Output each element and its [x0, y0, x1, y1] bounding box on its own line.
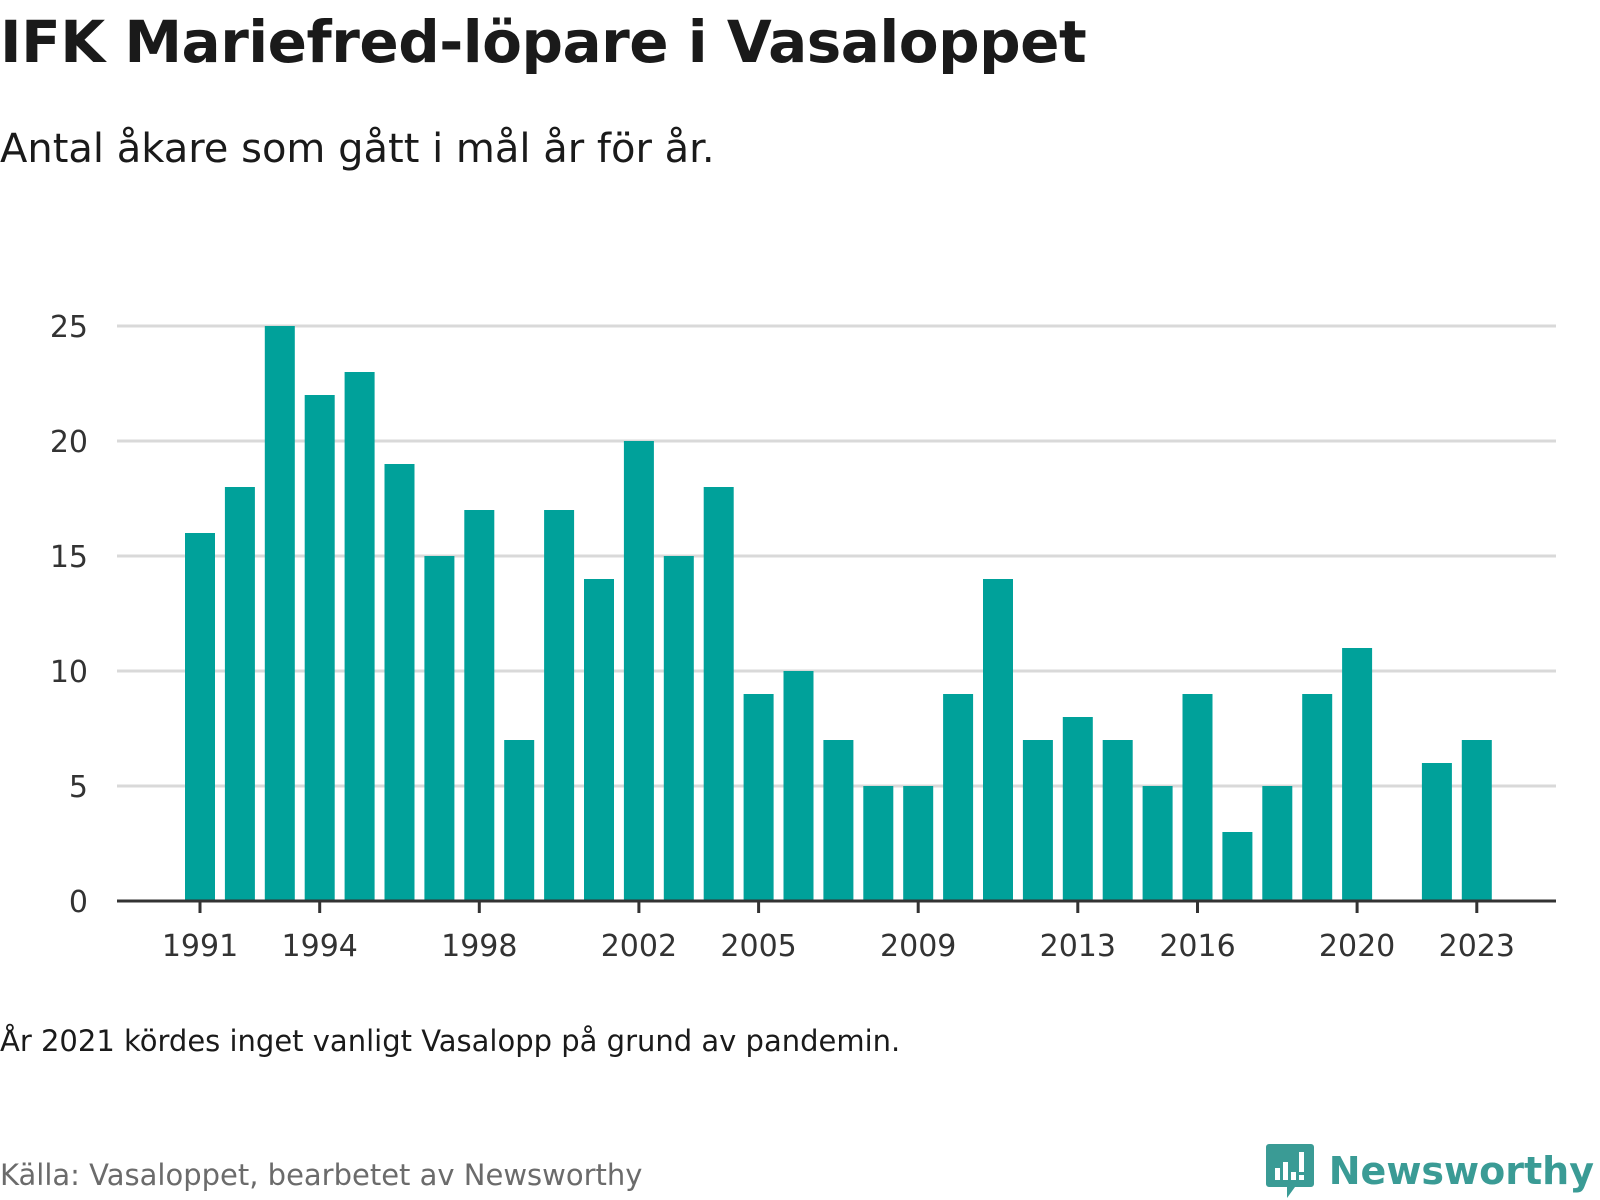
bar-2012: [1022, 740, 1053, 901]
footnote: År 2021 kördes inget vanligt Vasalopp på…: [0, 1024, 901, 1058]
x-tick-label: 2002: [601, 929, 677, 964]
bar-2013: [1062, 717, 1093, 901]
bar-1998: [464, 510, 495, 901]
bar-2001: [584, 579, 614, 901]
bar-2006: [783, 671, 814, 901]
bar-1994: [304, 395, 335, 901]
bar-2022: [1421, 763, 1452, 901]
x-tick-label: 1998: [441, 929, 517, 964]
bar-2014: [1102, 740, 1133, 901]
y-tick-label: 20: [50, 425, 88, 460]
bar-2004: [703, 487, 734, 901]
y-tick-label: 5: [69, 770, 88, 805]
chart-title: IFK Mariefred-löpare i Vasaloppet: [0, 8, 1087, 76]
bar-1992: [224, 487, 255, 901]
x-tick-label: 2020: [1319, 929, 1395, 964]
bar-2017: [1222, 832, 1253, 901]
bar-2010: [943, 694, 974, 901]
bar-2020: [1342, 648, 1373, 901]
x-tick-label: 2013: [1040, 929, 1116, 964]
x-tick-label: 1991: [162, 929, 238, 964]
x-tick-label: 2023: [1439, 929, 1515, 964]
bar-2000: [544, 510, 575, 901]
bar-1999: [504, 740, 535, 901]
bar-2009: [903, 786, 934, 901]
source-text: Källa: Vasaloppet, bearbetet av Newswort…: [0, 1158, 643, 1192]
y-tick-label: 10: [50, 655, 88, 690]
y-tick-label: 0: [69, 885, 88, 920]
y-tick-label: 15: [50, 540, 88, 575]
bar-2005: [743, 694, 774, 901]
bar-2023: [1461, 740, 1492, 901]
bar-1993: [264, 326, 295, 901]
chart-subtitle: Antal åkare som gått i mål år för år.: [0, 126, 715, 172]
bar-2018: [1262, 786, 1293, 901]
brand-logo: Newsworthy: [1265, 1142, 1594, 1200]
bar-2003: [663, 556, 694, 901]
bar-chart: 0 5 10 15 20 25 1991 1994 1998 2002 2005 2009 2013 20…: [50, 310, 1556, 964]
bar-2015: [1142, 786, 1173, 901]
brand-name: Newsworthy: [1328, 1149, 1594, 1193]
x-tick-label: 2009: [880, 929, 956, 964]
bar-1991: [185, 533, 215, 901]
bar-1997: [424, 556, 455, 901]
x-tick-label: 1994: [282, 929, 358, 964]
bar-1995: [344, 372, 375, 901]
bar-2002: [623, 441, 654, 901]
x-tick-label: 2016: [1159, 929, 1235, 964]
bar-2016: [1182, 694, 1213, 901]
newsworthy-logo-icon: [1265, 1144, 1314, 1198]
y-tick-label: 25: [50, 310, 88, 345]
bar-2008: [863, 786, 894, 901]
x-tick-label: 2005: [720, 929, 796, 964]
bar-2019: [1302, 694, 1333, 901]
bar-2007: [823, 740, 854, 901]
bar-1996: [384, 464, 415, 901]
bar-2011: [983, 579, 1013, 901]
